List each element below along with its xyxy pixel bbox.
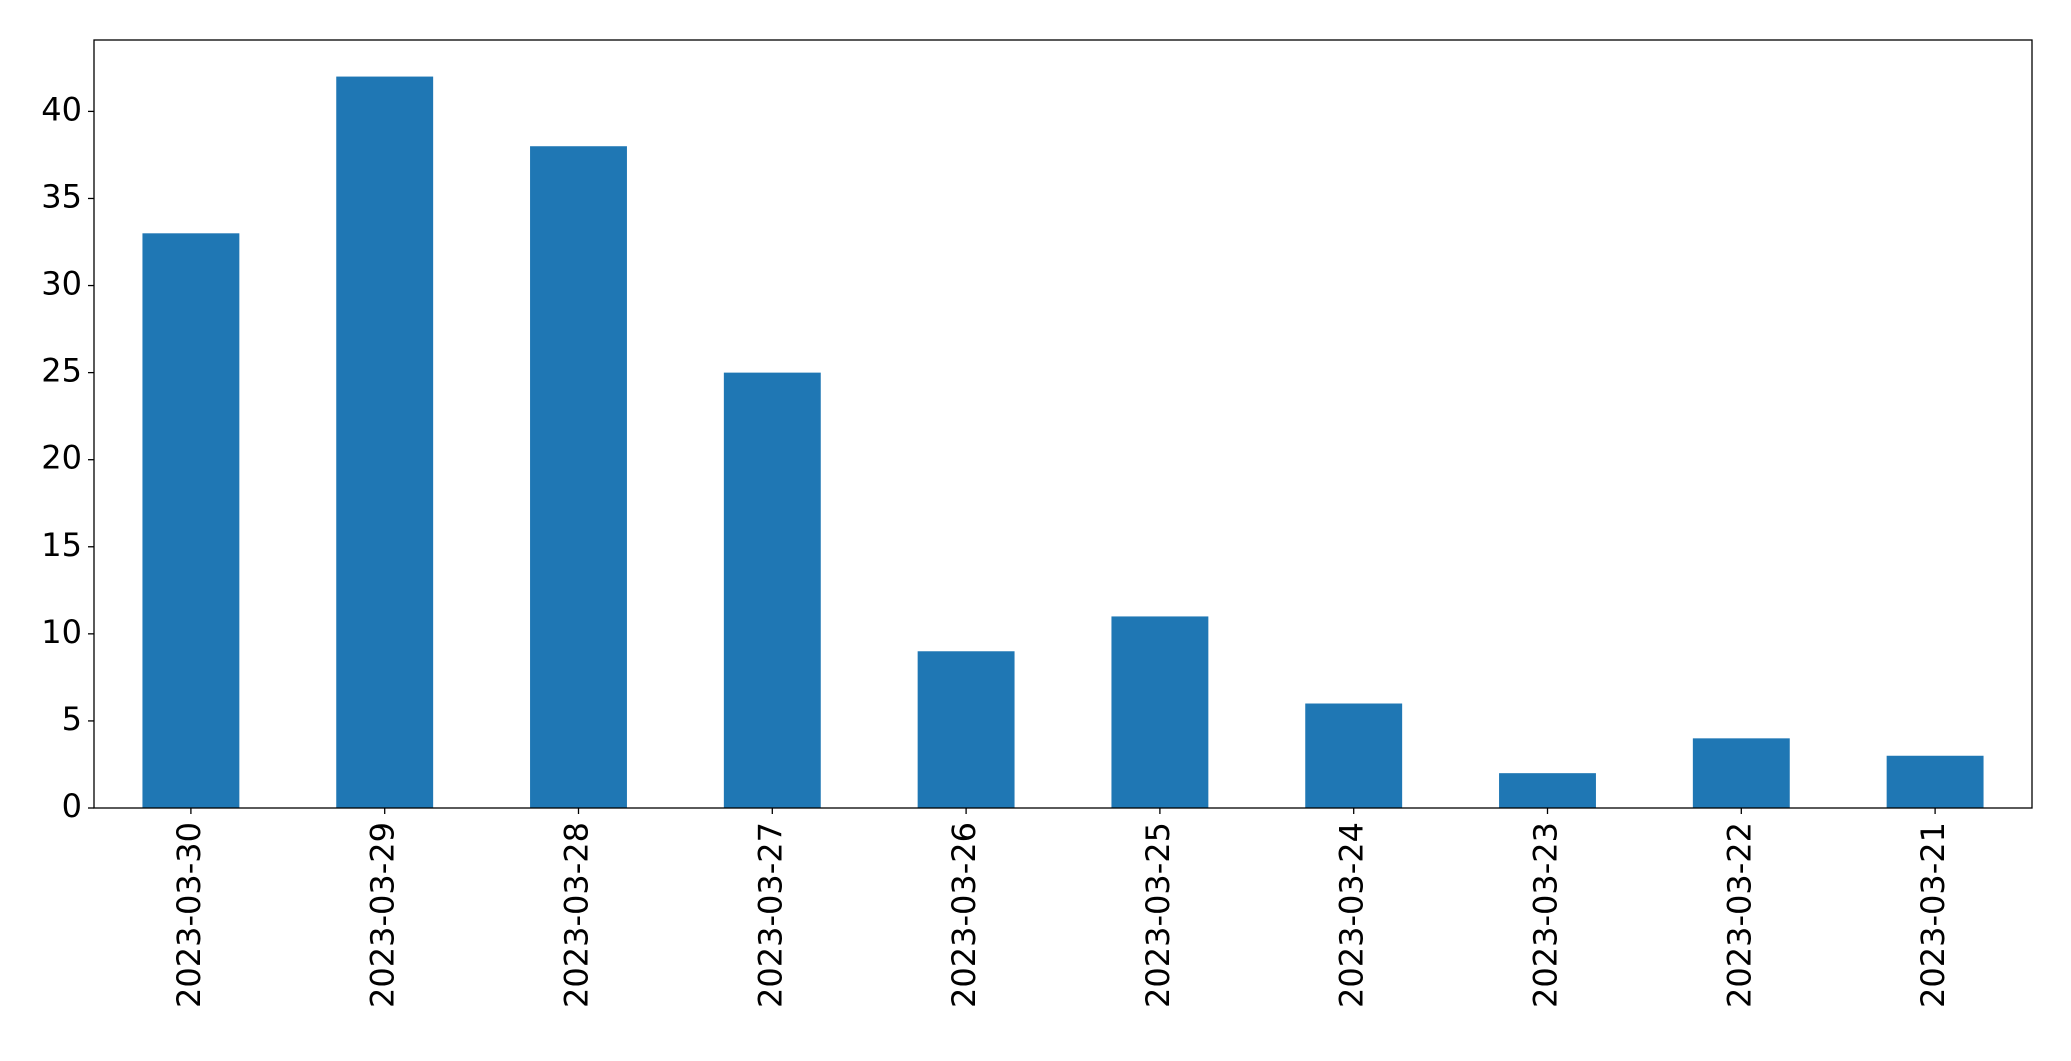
y-tick-label: 5 (62, 700, 82, 738)
y-tick-label: 0 (62, 787, 82, 825)
x-tick-label: 2023-03-29 (364, 822, 402, 1008)
x-tick-label: 2023-03-30 (170, 822, 208, 1008)
x-tick-label: 2023-03-23 (1527, 822, 1565, 1008)
bar (1305, 703, 1403, 808)
bar (530, 146, 627, 808)
y-tick-label: 25 (41, 352, 82, 390)
plot-frame (93, 39, 2033, 809)
bar (1111, 616, 1209, 808)
y-tick-label: 10 (41, 613, 82, 651)
x-tick-label: 2023-03-22 (1720, 822, 1758, 1008)
y-tick-label: 20 (41, 439, 82, 477)
bar (336, 76, 434, 809)
y-tick-label: 15 (41, 526, 82, 564)
x-tick-label: 2023-03-24 (1333, 822, 1371, 1008)
y-tick-label: 40 (41, 90, 82, 128)
x-tick-label: 2023-03-21 (1914, 822, 1952, 1008)
y-tick-label: 30 (41, 265, 82, 303)
x-tick-label: 2023-03-27 (751, 822, 789, 1008)
x-tick-label: 2023-03-25 (1139, 822, 1177, 1008)
bar (723, 372, 821, 808)
bar (917, 651, 1015, 808)
x-tick-label: 2023-03-26 (945, 822, 983, 1008)
bar (1886, 755, 1984, 808)
bar (142, 233, 240, 808)
y-tick-label: 35 (41, 177, 82, 215)
bar (1692, 738, 1790, 808)
x-tick-label: 2023-03-28 (558, 822, 596, 1008)
bar (1499, 773, 1596, 808)
